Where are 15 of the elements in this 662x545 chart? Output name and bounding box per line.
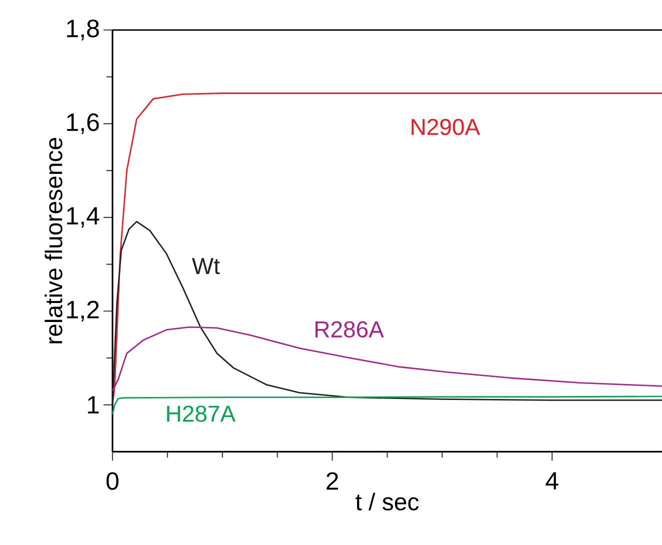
series-label: H287A xyxy=(167,406,236,422)
series-label: R286A xyxy=(316,321,384,338)
line-series xyxy=(112,220,662,406)
y-tick-label: 1 xyxy=(88,396,99,414)
x-axis-title: t / sec xyxy=(356,492,419,510)
y-tick-label: 1,4 xyxy=(67,207,100,228)
y-axis-title: relative fluoresence xyxy=(44,138,62,344)
y-tick-label: 1,6 xyxy=(67,113,99,134)
x-tick-label: 4 xyxy=(546,472,558,490)
y-tick-label: 1,2 xyxy=(67,300,99,322)
series-label: N290A xyxy=(412,118,480,136)
x-tick-label: 2 xyxy=(326,472,338,490)
x-tick-label: 0 xyxy=(106,472,118,490)
series-label: Wt xyxy=(192,258,220,274)
y-tick-label: 1,8 xyxy=(67,20,99,40)
